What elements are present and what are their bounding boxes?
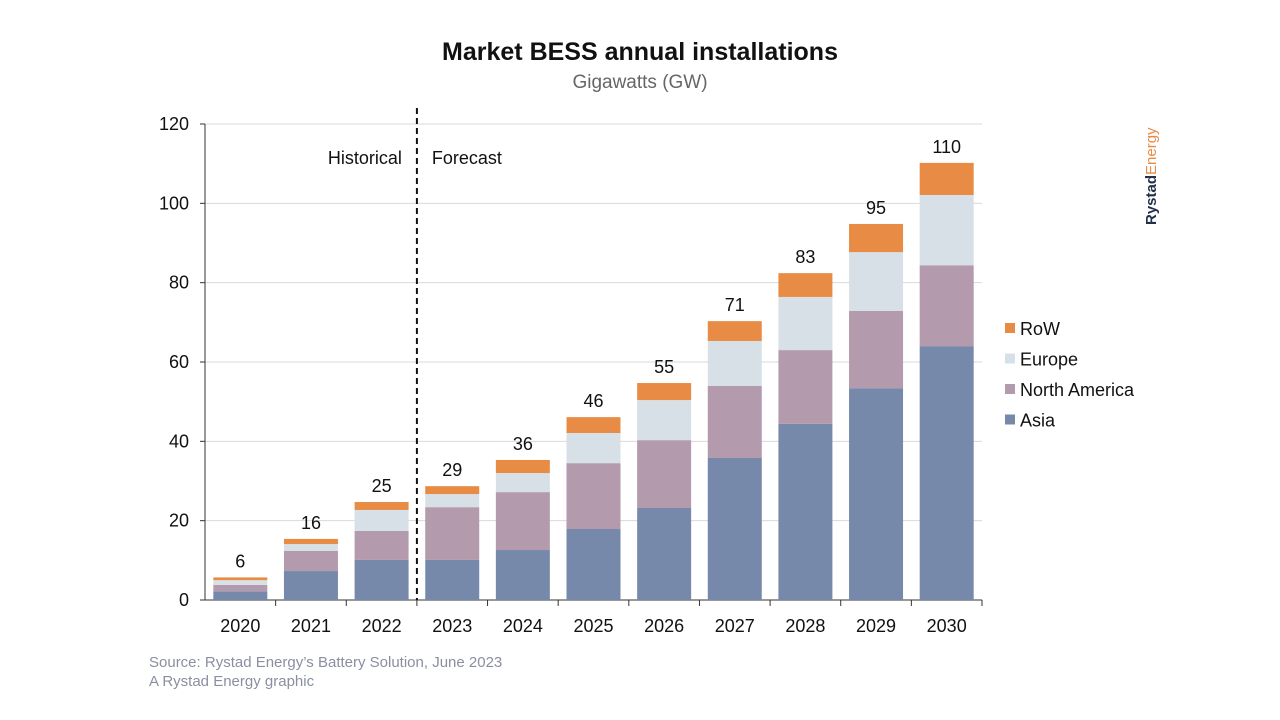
bar-europe <box>637 400 692 441</box>
total-label: 110 <box>932 137 961 157</box>
bar-asia <box>849 388 904 600</box>
total-label: 55 <box>654 357 674 377</box>
bar-asia <box>283 571 338 600</box>
bar-north-america <box>778 350 833 424</box>
bar-asia <box>566 528 621 600</box>
y-tick-label: 80 <box>169 273 189 293</box>
x-tick-label: 2023 <box>432 616 472 636</box>
bar-europe <box>566 433 621 464</box>
x-tick-label: 2027 <box>715 616 755 636</box>
y-tick-label: 120 <box>159 114 189 134</box>
y-tick-label: 100 <box>159 193 189 213</box>
bar-north-america <box>919 265 974 347</box>
bar-asia <box>354 559 409 600</box>
bar-europe <box>707 340 762 386</box>
bar-row <box>425 486 480 495</box>
bar-north-america <box>495 492 550 551</box>
bar-row <box>778 273 833 297</box>
credit-note: A Rystad Energy graphic <box>149 673 315 690</box>
y-tick-label: 0 <box>179 590 189 610</box>
legend-label: Europe <box>1020 350 1078 370</box>
bar-north-america <box>707 385 762 458</box>
x-tick-label: 2026 <box>644 616 684 636</box>
bar-row <box>495 459 550 474</box>
bar-europe <box>425 494 480 508</box>
chart-subtitle: Gigawatts (GW) <box>572 72 708 93</box>
chart-title: Market BESS annual installations <box>442 38 838 66</box>
bar-north-america <box>849 310 904 389</box>
y-tick-label: 60 <box>169 352 189 372</box>
bar-north-america <box>283 550 338 572</box>
x-tick-label: 2028 <box>785 616 825 636</box>
bar-row <box>637 383 692 401</box>
x-tick-label: 2024 <box>503 616 543 636</box>
x-tick-label: 2021 <box>291 616 331 636</box>
legend-swatch <box>1005 384 1015 394</box>
bar-north-america <box>637 440 692 508</box>
bar-asia <box>707 457 762 600</box>
bar-north-america <box>566 463 621 529</box>
rystad-logo: RystadEnergy <box>1143 127 1160 225</box>
bar-europe <box>849 252 904 311</box>
total-label: 36 <box>513 434 533 454</box>
historical-label: Historical <box>328 148 402 168</box>
bar-europe <box>213 580 268 585</box>
bar-europe <box>778 296 833 351</box>
bar-europe <box>354 509 409 531</box>
bar-asia <box>919 346 974 600</box>
bar-row <box>213 577 268 581</box>
legend-swatch <box>1005 323 1015 333</box>
total-label: 25 <box>372 476 392 496</box>
y-tick-label: 20 <box>169 511 189 531</box>
bar-asia <box>637 507 692 600</box>
bar-asia <box>425 559 480 600</box>
bar-asia <box>778 423 833 600</box>
legend-label: Asia <box>1020 411 1056 431</box>
forecast-label: Forecast <box>432 148 502 168</box>
bar-europe <box>919 195 974 266</box>
total-label: 95 <box>866 198 886 218</box>
x-tick-label: 2030 <box>927 616 967 636</box>
legend-swatch <box>1005 353 1015 364</box>
x-tick-label: 2022 <box>362 616 402 636</box>
source-note: Source: Rystad Energy’s Battery Solution… <box>149 654 503 671</box>
total-label: 16 <box>301 513 321 533</box>
x-tick-label: 2029 <box>856 616 896 636</box>
total-label: 6 <box>235 551 245 571</box>
x-tick-label: 2025 <box>573 616 613 636</box>
total-label: 71 <box>725 295 745 315</box>
total-label: 29 <box>442 460 462 480</box>
bar-row <box>707 321 762 341</box>
y-tick-label: 40 <box>169 431 189 451</box>
legend-swatch <box>1005 414 1015 425</box>
legend-label: RoW <box>1020 319 1060 339</box>
bar-asia <box>213 591 268 600</box>
bar-row <box>283 538 338 545</box>
bar-row <box>919 162 974 196</box>
bar-row <box>849 223 904 253</box>
bar-north-america <box>354 530 409 560</box>
total-label: 83 <box>795 247 815 267</box>
total-label: 46 <box>583 391 603 411</box>
bar-europe <box>283 544 338 551</box>
legend-label: North America <box>1020 380 1135 400</box>
bar-row <box>354 502 409 510</box>
bar-row <box>566 417 621 434</box>
x-tick-label: 2020 <box>220 616 260 636</box>
bar-north-america <box>425 507 480 560</box>
bar-asia <box>495 550 550 600</box>
bar-europe <box>495 473 550 493</box>
bar-north-america <box>213 584 268 592</box>
